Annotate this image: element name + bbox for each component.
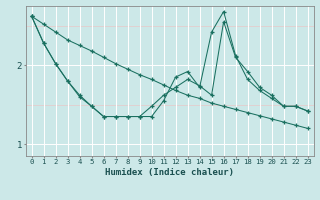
X-axis label: Humidex (Indice chaleur): Humidex (Indice chaleur)	[105, 168, 234, 177]
